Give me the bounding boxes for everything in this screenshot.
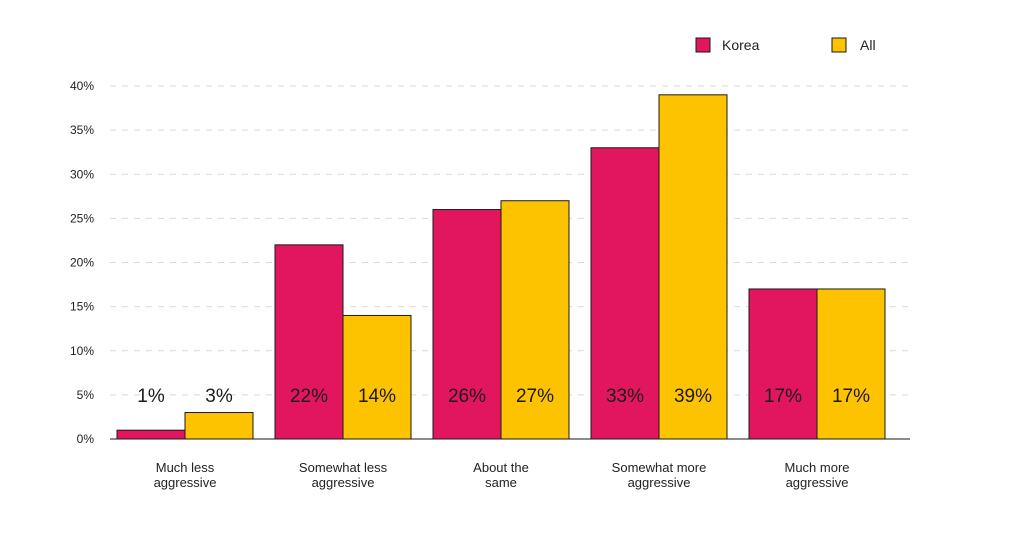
data-label-all-1: 14%	[358, 386, 396, 407]
bar-all-0	[184, 412, 254, 440]
legend: Korea All	[695, 37, 876, 53]
category-label: aggressive	[312, 475, 375, 490]
bar-korea-4	[748, 288, 818, 440]
y-tick-label: 15%	[70, 300, 94, 314]
data-label-korea-0: 1%	[137, 386, 165, 407]
bar-all-1	[342, 314, 412, 440]
bar-korea-1	[274, 244, 344, 440]
category-label: Somewhat more	[612, 460, 707, 475]
data-label-all-0: 3%	[205, 386, 233, 407]
y-tick-label: 25%	[70, 211, 94, 225]
category-label: aggressive	[628, 475, 691, 490]
legend-swatch-korea	[695, 37, 711, 53]
category-label: Much more	[784, 460, 849, 475]
bar-all-2	[500, 200, 570, 440]
y-tick-label: 0%	[77, 432, 95, 446]
legend-label-korea: Korea	[722, 37, 760, 53]
bar-korea-3	[590, 147, 660, 440]
bars	[116, 94, 886, 440]
legend-label-all: All	[860, 37, 876, 53]
data-label-all-4: 17%	[832, 386, 870, 407]
category-label: Much less	[156, 460, 215, 475]
y-tick-label: 30%	[70, 167, 94, 181]
bar-all-4	[816, 288, 886, 440]
category-label: Somewhat less	[299, 460, 388, 475]
category-label: same	[485, 475, 517, 490]
category-label: aggressive	[786, 475, 849, 490]
data-label-korea-3: 33%	[606, 386, 644, 407]
data-label-all-3: 39%	[674, 386, 712, 407]
category-label: aggressive	[154, 475, 217, 490]
bar-korea-2	[432, 209, 502, 440]
y-tick-label: 40%	[70, 79, 94, 93]
y-tick-label: 20%	[70, 256, 94, 270]
data-label-korea-4: 17%	[764, 386, 802, 407]
y-tick-label: 5%	[77, 388, 95, 402]
y-tick-label: 35%	[70, 123, 94, 137]
data-label-korea-2: 26%	[448, 386, 486, 407]
data-label-all-2: 27%	[516, 386, 554, 407]
category-label: About the	[473, 460, 529, 475]
y-tick-label: 10%	[70, 344, 94, 358]
bar-korea-0	[116, 429, 186, 440]
data-labels: 1% 22% 26% 33% 17% 3% 14% 27% 39% 17%	[137, 386, 870, 407]
data-label-korea-1: 22%	[290, 386, 328, 407]
bar-all-3	[658, 94, 728, 440]
legend-swatch-all	[831, 37, 847, 53]
